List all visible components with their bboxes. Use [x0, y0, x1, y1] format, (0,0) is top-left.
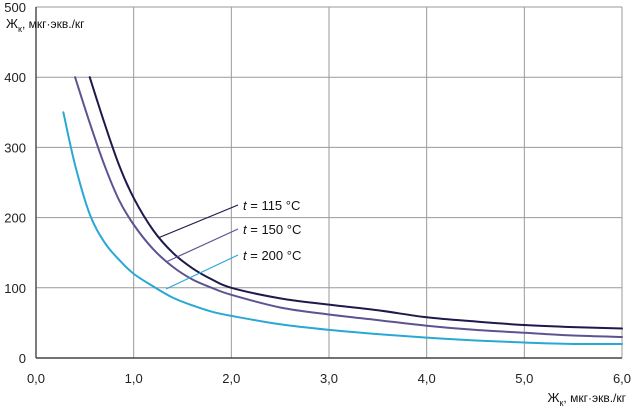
y-tick-label-0: 0: [19, 351, 26, 366]
legend-label-200-rest: = 200 °C: [247, 248, 302, 263]
legend-label-115: t = 115 °C: [243, 198, 300, 213]
annotation-leaders: [157, 204, 239, 290]
y-axis-label-main: Ж: [6, 16, 18, 31]
tick-labels: 0,0 1,0 2,0 3,0 4,0 5,0 6,0 0 100 200 300 400 500: [4, 0, 631, 386]
x-axis-label-main: Ж: [547, 390, 559, 405]
y-tick-label-5: 500: [4, 0, 26, 15]
x-tick-label-6: 6,0: [613, 371, 631, 386]
y-tick-label-2: 200: [4, 211, 26, 226]
grid: [35, 6, 623, 359]
legend-label-150: t = 150 °C: [243, 222, 301, 237]
series-group: [62, 76, 623, 346]
series-line-2: [62, 111, 623, 346]
legend-label-150-rest: = 150 °C: [247, 222, 302, 237]
x-tick-label-5: 5,0: [515, 371, 533, 386]
axes: [35, 7, 622, 359]
x-tick-label-0: 0,0: [27, 371, 45, 386]
x-axis-label-rest: , мкг·экв./кг: [563, 391, 626, 405]
leader-line-1: [165, 228, 239, 263]
y-axis-label: Жк, мкг·экв./кг: [6, 16, 85, 34]
legend-label-150-var: t: [243, 222, 248, 237]
x-tick-label-1: 1,0: [125, 371, 143, 386]
y-axis-label-rest: , мкг·экв./кг: [22, 17, 85, 31]
x-axis-label-sub: к: [559, 398, 563, 408]
legend-label-115-rest: = 115 °C: [247, 198, 301, 213]
y-tick-label-1: 100: [4, 281, 26, 296]
leader-line-2: [165, 254, 239, 290]
legend-label-115-var: t: [243, 198, 248, 213]
y-tick-label-4: 400: [4, 70, 26, 85]
x-tick-label-3: 3,0: [320, 371, 338, 386]
x-axis-label: Жк, мкг·экв./кг: [547, 390, 626, 408]
legend-label-200: t = 200 °C: [243, 248, 301, 263]
legend-label-200-var: t: [243, 248, 248, 263]
leader-line-0: [157, 204, 239, 239]
y-axis-label-sub: к: [18, 24, 22, 34]
series-line-0: [88, 76, 623, 330]
x-tick-label-2: 2,0: [222, 371, 240, 386]
series-line-1: [74, 76, 623, 338]
x-tick-label-4: 4,0: [418, 371, 436, 386]
y-tick-label-3: 300: [4, 140, 26, 155]
